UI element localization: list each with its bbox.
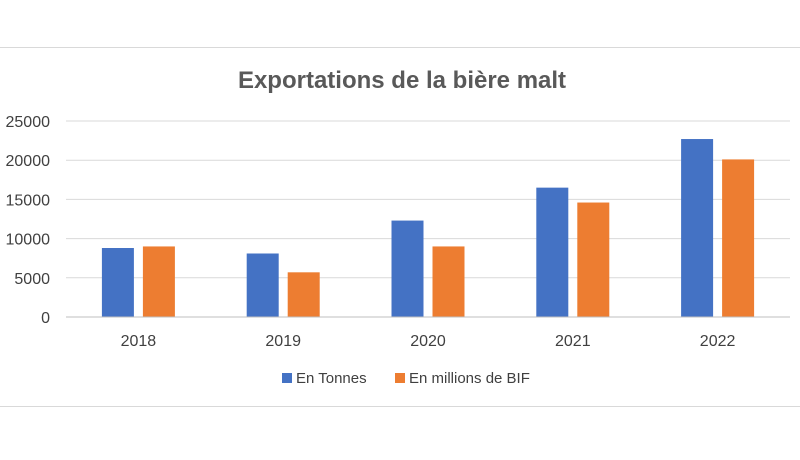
legend-label: En millions de BIF — [409, 370, 530, 387]
x-tick-label: 2019 — [265, 333, 301, 350]
bar-2020-series-1 — [391, 220, 424, 317]
bar-2022-series-2 — [722, 159, 755, 317]
gridlines — [66, 120, 790, 279]
x-tick-label: 2022 — [700, 333, 736, 350]
bar-2021-series-1 — [536, 187, 569, 317]
bar-2019-series-1 — [246, 253, 279, 317]
y-tick-label: 15000 — [6, 192, 51, 209]
bars — [101, 139, 755, 317]
bar-2018-series-2 — [142, 246, 175, 317]
legend-swatch — [282, 373, 292, 383]
bar-2020-series-2 — [432, 246, 465, 317]
legend-swatch — [395, 373, 405, 383]
top-divider — [0, 47, 800, 48]
legend: En Tonnes En millions de BIF — [282, 370, 530, 387]
legend-label: En Tonnes — [296, 370, 367, 387]
x-tick-label: 2020 — [410, 333, 446, 350]
y-tick-label: 5000 — [14, 271, 50, 288]
bottom-divider — [0, 406, 800, 407]
bar-2018-series-1 — [101, 248, 134, 317]
y-tick-label: 20000 — [6, 153, 51, 170]
y-tick-label: 10000 — [6, 232, 51, 249]
y-tick-label: 0 — [41, 310, 50, 327]
bar-2022-series-1 — [681, 139, 714, 317]
x-tick-label: 2021 — [555, 333, 591, 350]
y-axis-ticks: 0 5000 10000 15000 20000 25000 — [6, 114, 51, 327]
x-tick-label: 2018 — [121, 333, 157, 350]
chart-title: Exportations de la bière malt — [238, 67, 566, 94]
bar-2021-series-2 — [577, 202, 610, 317]
x-axis-ticks: 2018 2019 2020 2021 2022 — [121, 333, 736, 350]
y-tick-label: 25000 — [6, 114, 51, 131]
bar-2019-series-2 — [287, 272, 320, 317]
